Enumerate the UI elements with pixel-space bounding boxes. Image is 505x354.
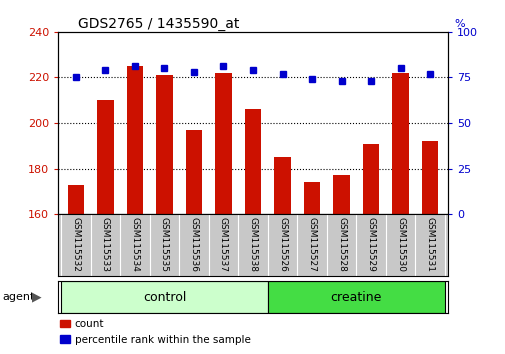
Bar [127, 66, 143, 214]
Text: creatine: creatine [330, 291, 381, 304]
Bar [244, 109, 261, 214]
Text: GSM115526: GSM115526 [277, 217, 286, 272]
Text: ▶: ▶ [32, 291, 41, 304]
Bar [185, 130, 201, 214]
Text: GSM115538: GSM115538 [248, 217, 257, 272]
Text: GSM115535: GSM115535 [160, 217, 169, 272]
Text: agent: agent [3, 292, 35, 302]
Text: control: control [142, 291, 186, 304]
Bar [215, 73, 231, 214]
Bar [304, 182, 320, 214]
Text: GSM115529: GSM115529 [366, 217, 375, 272]
Bar [97, 100, 113, 214]
Bar [362, 143, 378, 214]
Text: %: % [454, 19, 465, 29]
Bar [156, 75, 172, 214]
Bar [61, 281, 267, 313]
Text: GSM115530: GSM115530 [395, 217, 405, 272]
Bar [68, 184, 84, 214]
Bar [267, 281, 444, 313]
Bar [333, 176, 349, 214]
Text: GSM115533: GSM115533 [100, 217, 110, 272]
Text: GSM115534: GSM115534 [130, 217, 139, 272]
Bar [421, 141, 437, 214]
Text: GSM115536: GSM115536 [189, 217, 198, 272]
Text: GSM115531: GSM115531 [425, 217, 434, 272]
Text: GSM115527: GSM115527 [307, 217, 316, 272]
Bar [392, 73, 408, 214]
Text: GSM115528: GSM115528 [336, 217, 345, 272]
Text: GSM115537: GSM115537 [219, 217, 228, 272]
Text: GDS2765 / 1435590_at: GDS2765 / 1435590_at [78, 17, 238, 31]
Bar [274, 157, 290, 214]
Legend: count, percentile rank within the sample: count, percentile rank within the sample [56, 315, 254, 349]
Text: GSM115532: GSM115532 [71, 217, 80, 272]
